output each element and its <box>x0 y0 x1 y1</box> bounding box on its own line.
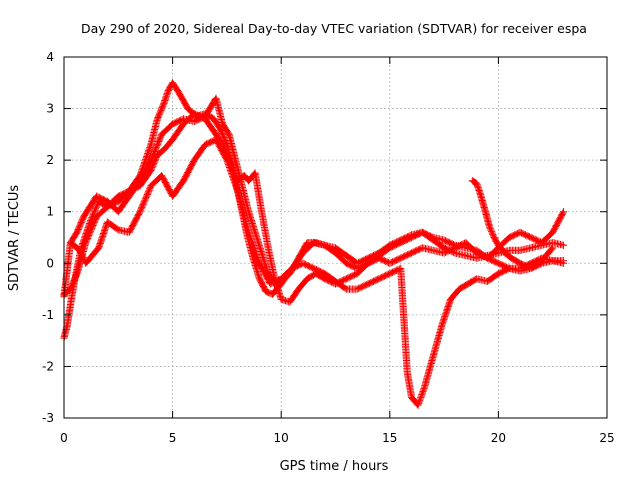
plot-marks <box>60 79 568 409</box>
y-tick-label: 3 <box>46 102 54 116</box>
ticks <box>63 56 608 419</box>
x-axis-label: GPS time / hours <box>280 459 389 474</box>
y-tick-label: -3 <box>42 411 54 425</box>
series-trace-4 <box>66 135 568 409</box>
y-tick-label: 1 <box>46 205 54 219</box>
series-markers <box>66 135 568 409</box>
chart-title: Day 290 of 2020, Sidereal Day-to-day VTE… <box>81 21 587 36</box>
x-tick-label: 5 <box>169 431 177 445</box>
x-tick-label: 15 <box>382 431 397 445</box>
tick-labels: 0 5 10 15 20 25 -3 -2 -1 0 1 2 3 4 <box>42 50 615 445</box>
y-tick-label: -1 <box>42 308 54 322</box>
series-trace-5 <box>468 177 557 272</box>
series-markers <box>468 177 557 272</box>
x-tick-label: 10 <box>274 431 289 445</box>
x-tick-label: 0 <box>60 431 68 445</box>
x-tick-label: 20 <box>491 431 506 445</box>
y-tick-label: -2 <box>42 359 54 373</box>
y-tick-label: 4 <box>46 50 54 64</box>
y-tick-label: 2 <box>46 153 54 167</box>
y-axis-label: SDTVAR / TECUs <box>7 185 22 292</box>
x-tick-label: 25 <box>599 431 614 445</box>
plot-frame <box>63 56 608 419</box>
y-tick-label: 0 <box>46 256 54 270</box>
